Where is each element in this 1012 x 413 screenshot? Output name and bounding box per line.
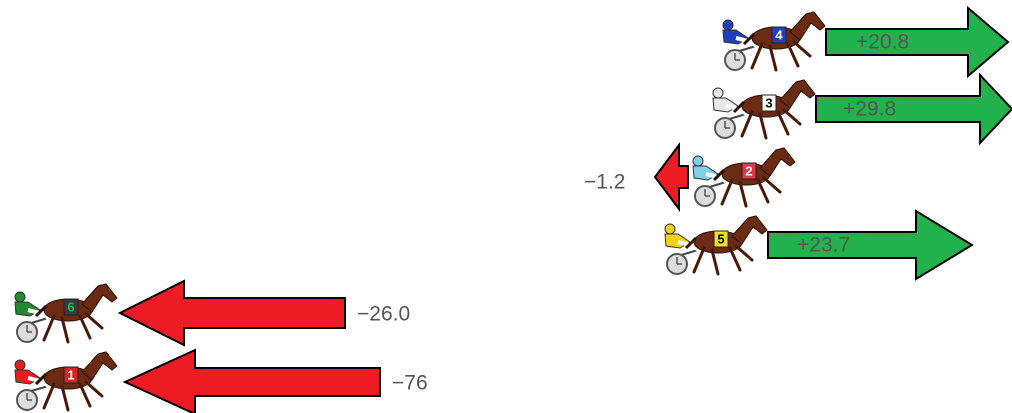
- horse-number: 6: [67, 299, 74, 314]
- horse-neck: [780, 80, 815, 108]
- horse-row: 4 +20.8: [723, 8, 1008, 76]
- horse-row: 1 −76: [15, 350, 428, 413]
- change-arrow: [826, 8, 1008, 76]
- change-label: −1.2: [584, 171, 625, 194]
- horse-leg: [760, 114, 766, 138]
- horse-neck: [732, 216, 767, 244]
- change-label: +23.7: [797, 234, 850, 257]
- horse-leg: [778, 112, 788, 134]
- horse-leg: [62, 386, 68, 410]
- horse-neck: [82, 352, 117, 380]
- horse-neck: [760, 148, 795, 176]
- change-arrow: [120, 281, 345, 345]
- horse-leg: [784, 110, 800, 124]
- jockey-head: [693, 156, 703, 166]
- horse-leg: [80, 384, 90, 406]
- race-scene: 4 +20.8 3 +29.8 2 −1.2 5 +23.7 6 −26.0 1 −76: [0, 0, 1012, 413]
- horse-leg: [788, 44, 798, 66]
- change-label: −26.0: [357, 303, 410, 326]
- horse-leg: [86, 314, 102, 328]
- jockey-head: [713, 88, 723, 98]
- horse-number: 1: [67, 367, 74, 382]
- horse-leg: [736, 246, 752, 260]
- jockey-head: [15, 292, 25, 302]
- change-label: +20.8: [856, 31, 909, 54]
- horse-row: 3 +29.8: [713, 75, 1012, 143]
- horse-leg: [62, 318, 68, 342]
- jockey-head: [665, 224, 675, 234]
- horse-leg: [764, 178, 780, 192]
- horse-leg: [794, 42, 810, 56]
- jockey-head: [15, 360, 25, 370]
- change-arrow: [125, 350, 380, 413]
- horse-number: 5: [717, 231, 724, 246]
- horse-row: 5 +23.7: [665, 211, 972, 279]
- horse-leg: [740, 182, 746, 206]
- horse-leg: [770, 46, 776, 70]
- jockey-head: [723, 20, 733, 30]
- horse-row: 6 −26.0: [15, 281, 410, 345]
- horse-neck: [790, 12, 825, 40]
- change-label: +29.8: [843, 98, 896, 121]
- horse-neck: [82, 284, 117, 312]
- horse-leg: [86, 382, 102, 396]
- horse-number: 3: [765, 95, 772, 110]
- horse-number: 2: [745, 163, 752, 178]
- horse-row: 2 −1.2: [584, 145, 795, 209]
- change-arrow: [655, 145, 688, 209]
- horse-leg: [80, 316, 90, 338]
- horse-leg: [730, 248, 740, 270]
- horse-leg: [712, 250, 718, 274]
- change-label: −76: [392, 372, 428, 395]
- horse-leg: [758, 180, 768, 202]
- horse-number: 4: [775, 27, 783, 42]
